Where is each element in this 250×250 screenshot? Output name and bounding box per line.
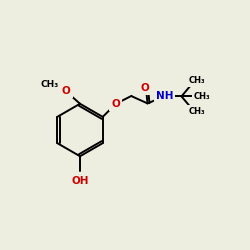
Text: CH₃: CH₃ xyxy=(40,80,59,89)
Text: O: O xyxy=(140,83,149,93)
Text: CH₃: CH₃ xyxy=(194,92,210,101)
Text: O: O xyxy=(62,86,71,96)
Text: CH₃: CH₃ xyxy=(188,108,205,116)
Text: O: O xyxy=(111,99,120,109)
Text: CH₃: CH₃ xyxy=(188,76,205,86)
Text: NH: NH xyxy=(156,92,173,102)
Text: OH: OH xyxy=(71,176,89,186)
